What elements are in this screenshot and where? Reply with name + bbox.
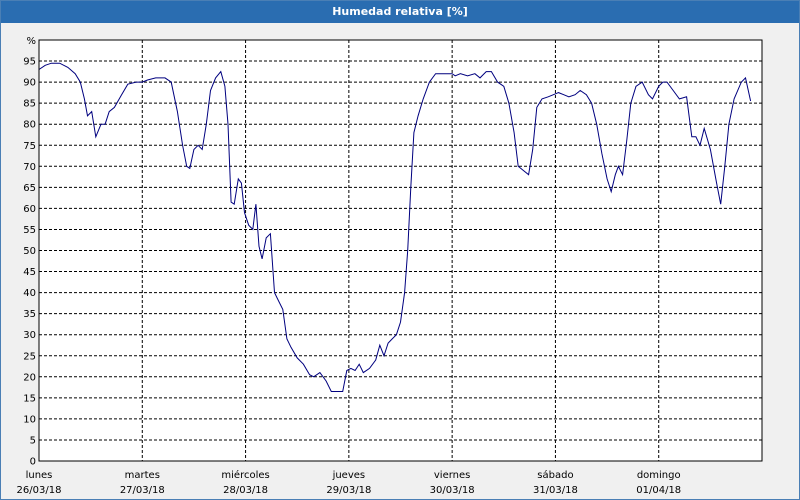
x-tick-date: 29/03/18 [326,485,371,496]
y-tick-label: 45 [23,267,36,278]
x-tick-day: miércoles [221,469,269,481]
y-tick-label: 65 [23,183,36,194]
y-tick-label: 5 [30,435,36,446]
x-tick-date: 28/03/18 [223,485,268,496]
y-tick-label: 30 [23,330,36,341]
chart-title: Humedad relativa [%] [1,1,799,23]
y-axis-ticks: 0 5 10 15 20 25 30 35 40 45 50 55 60 65 70 75 80 85 90 95 [23,57,36,468]
y-tick-label: 55 [23,225,36,236]
x-tick-day: lunes [26,470,53,481]
y-tick-label: 40 [23,288,36,299]
y-tick-label: 70 [23,162,36,173]
y-tick-label: 35 [23,309,36,320]
y-tick-label: 0 [30,457,36,468]
x-tick-day: sábado [537,469,573,481]
y-tick-label: 75 [23,141,36,152]
x-tick-date: 30/03/18 [430,485,475,496]
y-tick-label: 95 [23,57,36,68]
y-tick-label: 90 [23,78,36,89]
x-tick-day: martes [125,470,160,481]
x-tick-day: jueves [332,470,366,481]
humidity-series-line [38,62,752,392]
y-tick-label: 15 [23,393,36,404]
y-tick-label: 80 [23,120,36,131]
x-tick-date: 31/03/18 [533,485,578,496]
x-tick-day: viernes [434,470,470,481]
x-tick-date: 01/04/18 [636,485,681,496]
x-axis-ticks: lunes 26/03/18 martes 27/03/18 miércoles 28/0… [17,469,682,496]
y-tick-label: 85 [23,99,36,110]
y-tick-label: 10 [23,414,36,425]
x-tick-day: domingo [637,470,681,481]
x-tick-date: 26/03/18 [17,485,62,496]
plot-border [38,39,763,462]
grid [39,40,762,461]
x-tick-date: 27/03/18 [120,485,165,496]
y-tick-label: 60 [23,204,36,215]
y-tick-label: 25 [23,351,36,362]
y-tick-label: 20 [23,372,36,383]
y-tick-label: 50 [23,246,36,257]
y-axis-label: % [26,36,36,47]
